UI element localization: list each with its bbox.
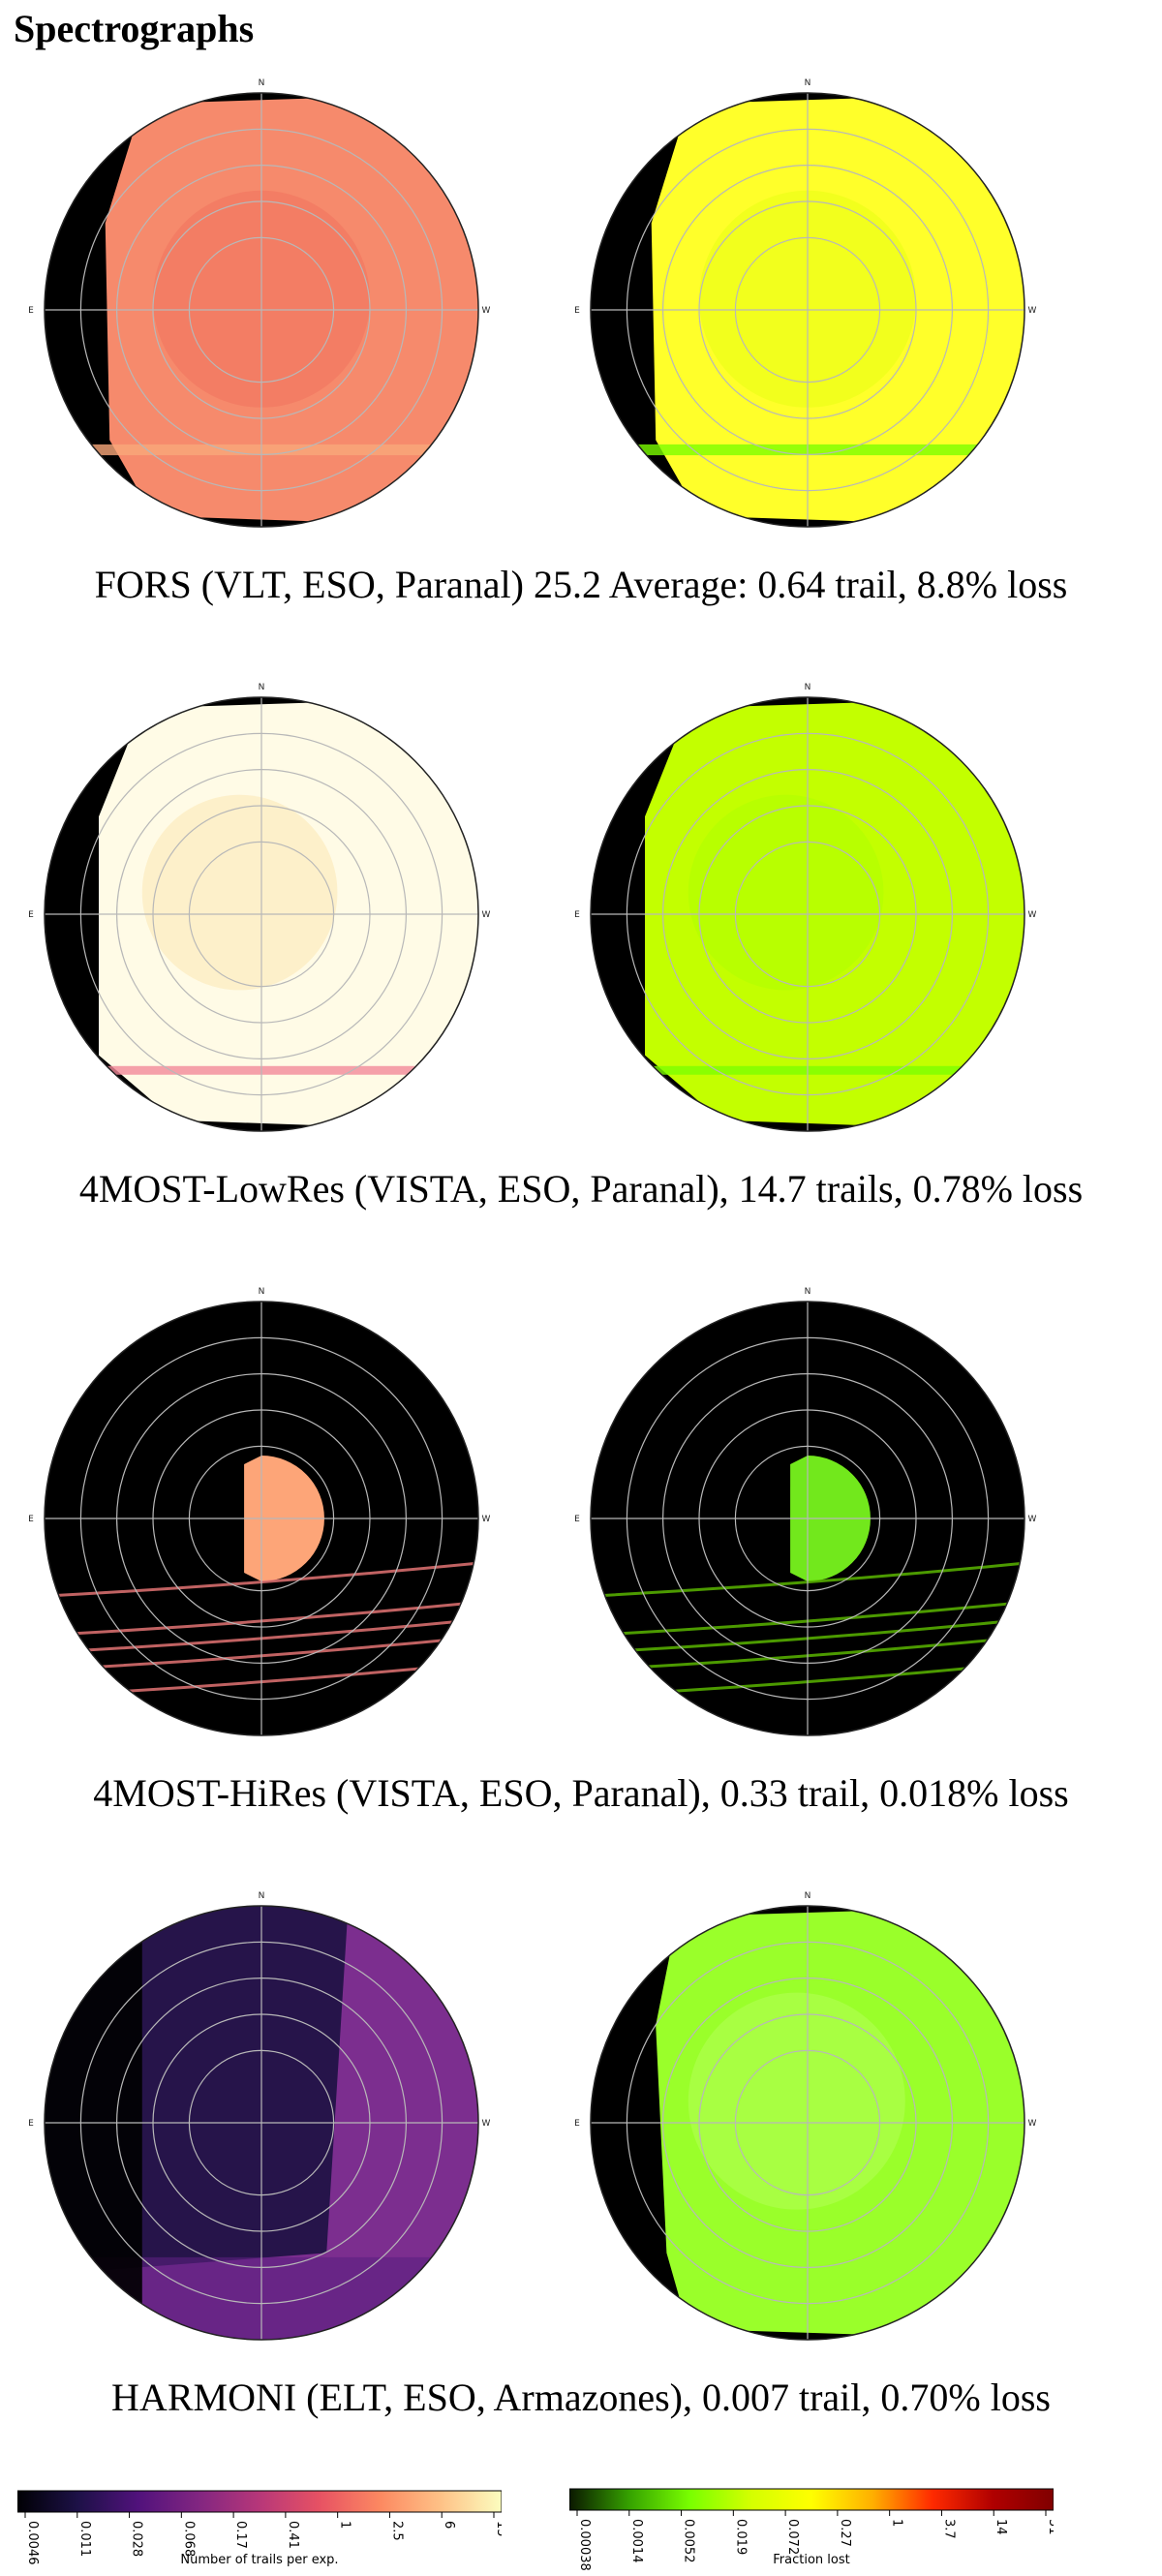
colorbar-tick-label: 51: [1046, 2519, 1054, 2535]
compass-west: W: [1028, 1515, 1037, 1524]
compass-north: N: [259, 1287, 265, 1297]
sky-grid: [44, 1301, 479, 1736]
instrument-caption: 4MOST-HiRes (VISTA, ESO, Paranal), 0.33 …: [93, 1771, 1069, 1815]
horizon-circle: [590, 1905, 1025, 2341]
compass-east: E: [574, 1515, 580, 1524]
compass-east: E: [574, 2119, 580, 2129]
colorbar-tick-label: 15: [494, 2521, 502, 2537]
instrument-panel: NSEWNSEWHARMONI (ELT, ESO, Armazones), 0…: [0, 1888, 1162, 2419]
sky-grid: [44, 92, 479, 528]
trails-colorbar-svg: 0.0046 0.011 0.028 0.068 0.17 0.41 1 2.5 6 15: [16, 2490, 508, 2565]
horizon-circle: [590, 696, 1025, 1132]
core-region: [141, 794, 338, 991]
colorbar-tick-label: 2.5: [389, 2521, 404, 2541]
compass-east: E: [574, 306, 580, 316]
loss-colorbar-svg: 0.00038 0.0014 0.0052 0.019 0.072 0.27 1 3.7 14 5…: [568, 2488, 1060, 2571]
page-title: Spectrographs: [14, 7, 255, 50]
colorbar-tick-label: 1: [890, 2519, 904, 2527]
compass-east: E: [574, 910, 580, 920]
compass-north: N: [259, 78, 265, 88]
instrument-panel: NSEWNSEW4MOST-LowRes (VISTA, ESO, Parana…: [0, 680, 1162, 1211]
compass-north: N: [259, 683, 265, 692]
horizon-circle: [590, 1301, 1025, 1736]
colorbar-tick-label: 6: [442, 2521, 456, 2529]
compass-west: W: [1028, 910, 1037, 920]
sky-maps-svg: NSEWNSEW: [28, 1287, 1037, 1736]
compass-east: E: [28, 910, 34, 920]
sky-grid: [590, 696, 1025, 1132]
colorbar-tick-label: 0.0052: [682, 2519, 696, 2563]
colorbar-tick-label: 0.41: [286, 2521, 300, 2549]
core-region: [688, 794, 884, 991]
instrument-caption: HARMONI (ELT, ESO, Armazones), 0.007 tra…: [111, 2376, 1051, 2419]
horizon-circle: [44, 1301, 479, 1736]
colorbar-gradient: [568, 2488, 1055, 2511]
colorbar-tick-label: 1: [338, 2521, 352, 2529]
compass-north: N: [259, 1891, 265, 1901]
sky-maps-svg: NSEWNSEW: [28, 78, 1037, 528]
colorbar-tick-label: 0.019: [733, 2519, 748, 2555]
colorbar-tick-label: 0.011: [77, 2521, 92, 2557]
compass-north: N: [805, 78, 811, 88]
sky-grid: [590, 1905, 1025, 2341]
colorbar-tick-label: 0.00038: [577, 2519, 592, 2571]
compass-west: W: [482, 306, 491, 316]
compass-west: W: [1028, 2119, 1037, 2129]
compass-north: N: [805, 1891, 811, 1901]
colorbar-tick-label: 3.7: [941, 2519, 956, 2539]
instrument-caption: 4MOST-LowRes (VISTA, ESO, Paranal), 14.7…: [78, 1167, 1084, 1211]
colorbar-tick-label: 0.0014: [629, 2519, 644, 2563]
sky-grid: [44, 696, 479, 1132]
horizon-circle: [44, 92, 479, 528]
trails-colorbar: 0.0046 0.011 0.028 0.068 0.17 0.41 1 2.5 6 15 Num…: [16, 2489, 508, 2571]
colorbar-tick-label: 0.27: [838, 2519, 852, 2547]
sky-grid: [590, 1301, 1025, 1736]
horizon-circle: [44, 696, 479, 1132]
instrument-panel: NSEWNSEWFORS (VLT, ESO, Paranal) 25.2 Av…: [0, 76, 1162, 606]
instrument-caption: FORS (VLT, ESO, Paranal) 25.2 Average: 0…: [94, 563, 1068, 606]
sky-grid: [44, 1905, 479, 2341]
colorbar-tick-label: 0.072: [785, 2519, 800, 2555]
sky-grid: [590, 92, 1025, 528]
colorbar-tick-label: 14: [994, 2519, 1008, 2535]
compass-west: W: [482, 910, 491, 920]
instrument-panel: NSEWNSEW4MOST-HiRes (VISTA, ESO, Paranal…: [0, 1284, 1162, 1815]
compass-north: N: [805, 1287, 811, 1297]
horizon-circle: [44, 1905, 479, 2341]
compass-east: E: [28, 1515, 34, 1524]
colorbar-tick-label: 0.068: [181, 2521, 196, 2557]
compass-west: W: [1028, 306, 1037, 316]
colorbar-tick-label: 0.028: [130, 2521, 144, 2557]
compass-north: N: [805, 683, 811, 692]
compass-west: W: [482, 2119, 491, 2129]
sky-maps-svg: NSEWNSEW: [28, 683, 1037, 1132]
sky-maps-svg: NSEWNSEW: [28, 1891, 1037, 2341]
trails-colorbar-label: Number of trails per exp.: [180, 2553, 339, 2567]
colorbar-tick-label: 0.17: [233, 2521, 248, 2549]
loss-colorbar-label: Fraction lost: [773, 2553, 850, 2567]
loss-colorbar: 0.00038 0.0014 0.0052 0.019 0.072 0.27 1 3.7 14 5…: [568, 2487, 1060, 2571]
compass-east: E: [28, 306, 34, 316]
compass-east: E: [28, 2119, 34, 2129]
colorbar-tick-label: 0.0046: [25, 2521, 40, 2565]
core-region: [688, 1992, 905, 2210]
colorbar-gradient: [16, 2490, 503, 2513]
horizon-circle: [590, 92, 1025, 528]
compass-west: W: [482, 1515, 491, 1524]
